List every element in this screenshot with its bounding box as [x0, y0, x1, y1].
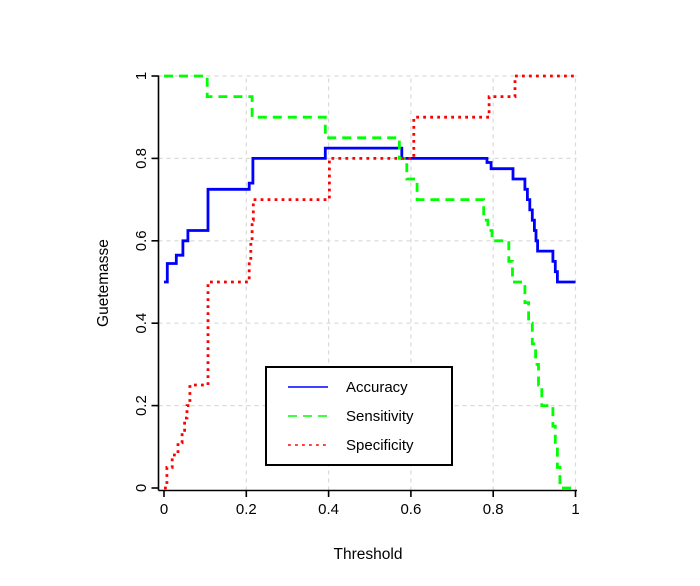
x-tick-label: 0	[160, 501, 168, 518]
y-tick-label: 1	[133, 72, 150, 80]
legend-label-specificity: Specificity	[346, 436, 414, 454]
specificity-line-sample	[288, 444, 328, 446]
axes-layer: 0 0.2 0.4 0.6 0.8 1 0 0.2 0.4 0.6 0.8 1	[133, 72, 580, 518]
y-tick-label: 0.6	[133, 230, 150, 251]
legend-label-accuracy: Accuracy	[346, 378, 408, 396]
y-tick-label: 0.4	[133, 313, 150, 334]
sensitivity-line	[164, 74, 576, 490]
x-tick-label: 1	[571, 501, 579, 518]
x-axis-label: Threshold	[334, 546, 403, 563]
accuracy-line	[164, 146, 576, 284]
y-tick-label: 0.8	[133, 148, 150, 169]
accuracy-line-sample	[288, 386, 328, 388]
y-axis-label: Guetemasse	[95, 239, 112, 327]
x-tick-label: 0.2	[236, 501, 257, 518]
y-tick-label: 0	[133, 484, 150, 492]
legend: Accuracy Sensitivity Specificity	[265, 366, 453, 466]
series-layer	[164, 74, 576, 490]
legend-label-sensitivity: Sensitivity	[346, 407, 414, 425]
legend-item-sensitivity: Sensitivity	[267, 402, 451, 431]
x-tick-label: 0.6	[400, 501, 421, 518]
x-tick-label: 0.4	[318, 501, 339, 518]
legend-item-specificity: Specificity	[267, 431, 451, 460]
sensitivity-line-sample	[288, 415, 328, 417]
x-tick-label: 0.8	[483, 501, 504, 518]
y-tick-label: 0.2	[133, 395, 150, 416]
legend-item-accuracy: Accuracy	[267, 373, 451, 402]
